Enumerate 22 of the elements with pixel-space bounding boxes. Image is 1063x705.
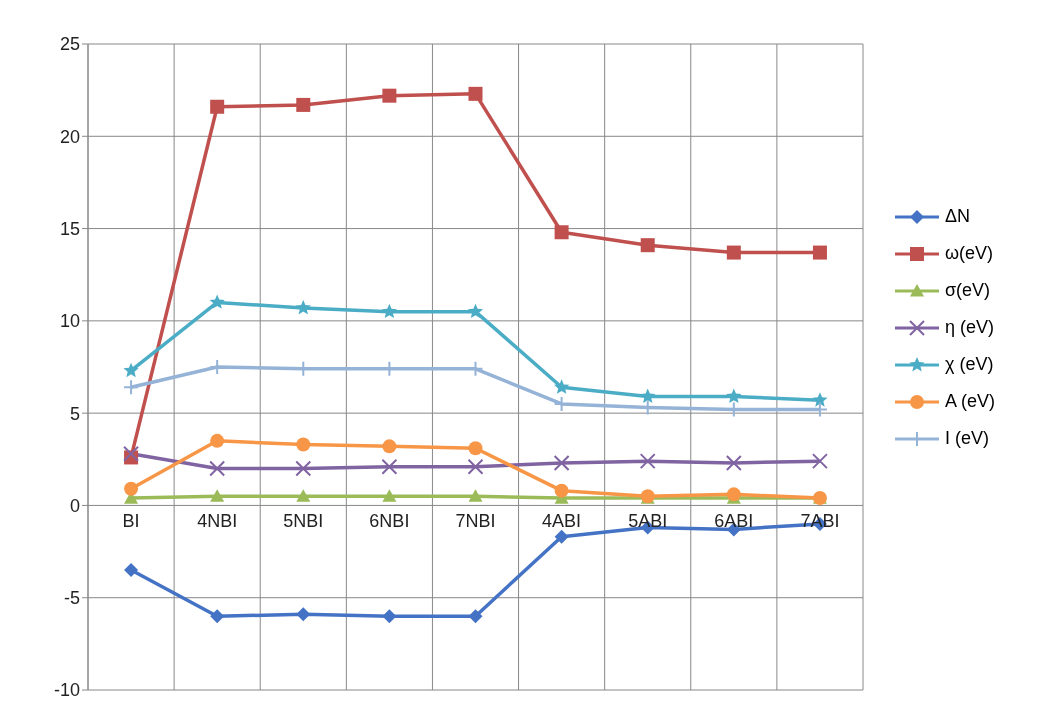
- y-tick-label: 5: [69, 403, 80, 424]
- y-tick-label: 10: [59, 311, 80, 332]
- x-tick-label: 6ABI: [714, 511, 754, 532]
- legend-label: σ(eV): [945, 280, 991, 301]
- x-tick-label: 4NBI: [197, 511, 238, 532]
- y-tick-label: 15: [59, 218, 80, 239]
- y-tick-label: 20: [59, 126, 80, 147]
- x-tick-label: 5NBI: [283, 511, 324, 532]
- legend-label: χ (eV): [945, 354, 994, 375]
- y-tick-label: 25: [59, 34, 80, 55]
- legend-label: ω(eV): [945, 243, 994, 264]
- legend-label: A (eV): [945, 391, 996, 412]
- legend-label: ΔN: [945, 206, 971, 227]
- x-tick-label: 6NBI: [369, 511, 410, 532]
- legend-label: I (eV): [945, 428, 990, 449]
- x-tick-label: BI: [122, 511, 140, 532]
- legend-label: η (eV): [945, 317, 995, 338]
- y-tick-label: 0: [69, 495, 80, 516]
- x-tick-label: 7NBI: [455, 511, 496, 532]
- y-tick-label: -5: [63, 588, 80, 609]
- x-tick-label: 4ABI: [542, 511, 582, 532]
- y-tick-label: -10: [53, 680, 80, 701]
